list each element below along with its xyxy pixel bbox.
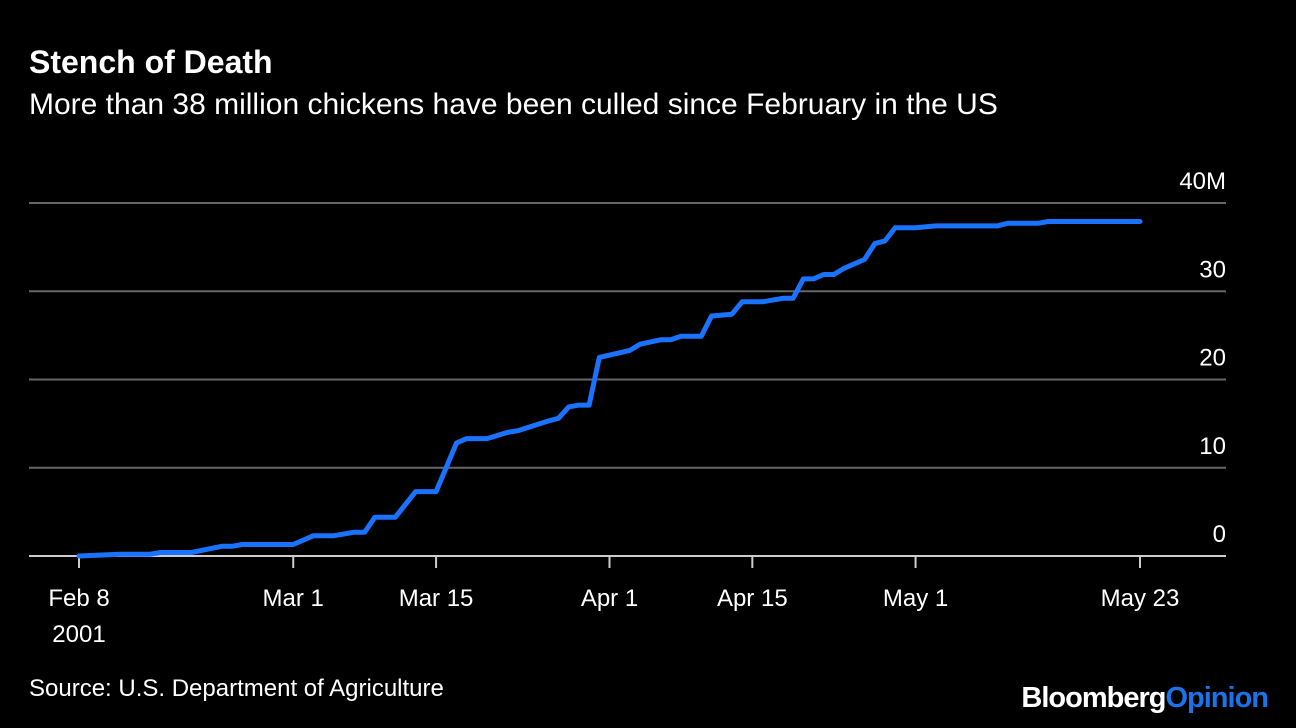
y-tick-label: 40M <box>1179 168 1226 195</box>
x-tick-label: Apr 1 <box>581 585 638 612</box>
logo-brand: Bloomberg <box>1021 682 1166 714</box>
source-note: Source: U.S. Department of Agriculture <box>29 675 444 702</box>
x-tick-label: Feb 8 <box>48 585 109 612</box>
x-tick-label: Apr 15 <box>717 585 788 612</box>
x-tick-label: May 23 <box>1101 585 1180 612</box>
y-tick-label: 20 <box>1199 345 1226 372</box>
logo-opinion: Opinion <box>1165 682 1269 714</box>
series-layer <box>76 219 1143 559</box>
chart-title: Stench of Death <box>29 44 273 80</box>
y-tick-label: 0 <box>1213 521 1226 548</box>
chart-subtitle: More than 38 million chickens have been … <box>29 88 998 121</box>
x-tick-label: May 1 <box>883 585 948 612</box>
x-axis-ticks: Feb 8 2001 Mar 1 Mar 15 Apr 1 Apr 15 May 1 May … <box>48 556 1179 648</box>
y-tick-label: 10 <box>1199 433 1226 460</box>
bloomberg-opinion-logo: BloombergOpinion <box>1021 682 1269 714</box>
x-tick-label: Mar 15 <box>399 585 474 612</box>
x-tick-label: Mar 1 <box>263 585 324 612</box>
gridlines <box>29 202 1226 557</box>
x-tick-sublabel: 2001 <box>52 621 105 648</box>
y-axis-ticks: 0 10 20 30 40M <box>1179 168 1226 548</box>
y-tick-label: 30 <box>1199 256 1226 283</box>
series-line <box>76 219 1143 559</box>
